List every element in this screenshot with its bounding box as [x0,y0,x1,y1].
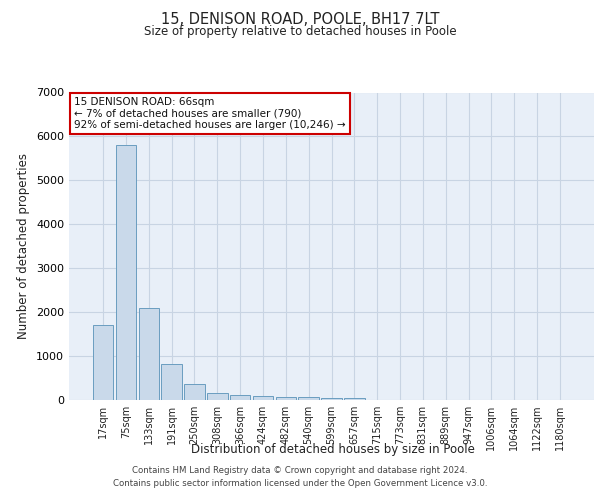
Bar [321,398,342,400]
Text: 15, DENISON ROAD, POOLE, BH17 7LT: 15, DENISON ROAD, POOLE, BH17 7LT [161,12,439,28]
Bar [93,326,113,400]
Bar [161,364,182,400]
Bar [275,397,296,400]
Text: 15 DENISON ROAD: 66sqm
← 7% of detached houses are smaller (790)
92% of semi-det: 15 DENISON ROAD: 66sqm ← 7% of detached … [74,97,346,130]
Text: Contains HM Land Registry data © Crown copyright and database right 2024.
Contai: Contains HM Land Registry data © Crown c… [113,466,487,487]
Text: Distribution of detached houses by size in Poole: Distribution of detached houses by size … [191,442,475,456]
Bar [344,398,365,400]
Bar [253,396,273,400]
Bar [184,384,205,400]
Bar [298,398,319,400]
Bar [139,308,159,400]
Y-axis label: Number of detached properties: Number of detached properties [17,153,31,339]
Bar [207,393,227,400]
Bar [230,394,250,400]
Bar [116,145,136,400]
Text: Size of property relative to detached houses in Poole: Size of property relative to detached ho… [143,25,457,38]
